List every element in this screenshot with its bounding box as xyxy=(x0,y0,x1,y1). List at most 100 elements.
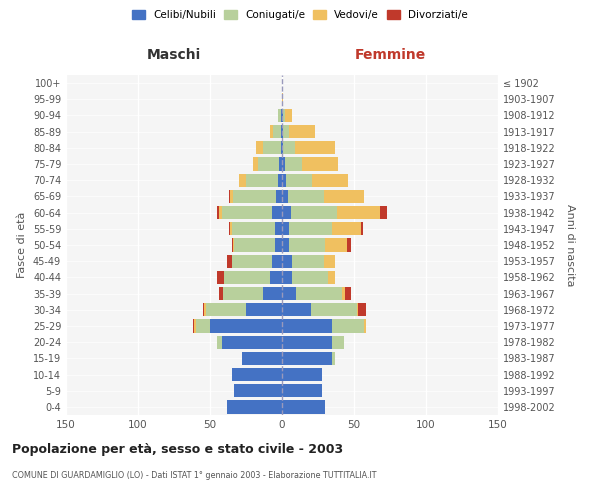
Bar xyxy=(289,222,332,235)
Bar xyxy=(275,222,282,235)
Y-axis label: Anni di nascita: Anni di nascita xyxy=(565,204,575,286)
Bar xyxy=(279,158,282,170)
Bar xyxy=(272,206,282,220)
Bar xyxy=(312,174,348,187)
Bar xyxy=(257,158,279,170)
Bar xyxy=(229,222,230,235)
Bar xyxy=(233,238,235,252)
Bar xyxy=(282,125,283,138)
Bar xyxy=(282,254,292,268)
Bar xyxy=(328,270,335,284)
Bar xyxy=(246,174,278,187)
Bar xyxy=(278,109,281,122)
Bar xyxy=(246,303,282,316)
Bar xyxy=(230,222,232,235)
Bar xyxy=(380,206,387,220)
Bar xyxy=(296,287,343,300)
Bar xyxy=(196,320,210,332)
Bar xyxy=(282,287,296,300)
Bar xyxy=(256,141,263,154)
Bar xyxy=(347,238,351,252)
Bar xyxy=(324,190,364,203)
Bar xyxy=(324,254,335,268)
Bar xyxy=(218,287,223,300)
Bar xyxy=(289,238,325,252)
Bar xyxy=(282,222,289,235)
Text: Maschi: Maschi xyxy=(147,48,201,62)
Bar xyxy=(278,174,282,187)
Bar xyxy=(332,222,361,235)
Bar xyxy=(229,190,230,203)
Bar xyxy=(193,320,194,332)
Bar xyxy=(276,190,282,203)
Bar xyxy=(282,190,288,203)
Bar xyxy=(332,352,335,365)
Bar xyxy=(337,206,380,220)
Text: Femmine: Femmine xyxy=(355,48,425,62)
Bar xyxy=(282,158,285,170)
Bar xyxy=(282,92,283,106)
Legend: Celibi/Nubili, Coniugati/e, Vedovi/e, Divorziati/e: Celibi/Nubili, Coniugati/e, Vedovi/e, Di… xyxy=(130,8,470,22)
Bar xyxy=(282,320,332,332)
Bar xyxy=(232,238,233,252)
Bar xyxy=(325,238,347,252)
Bar xyxy=(217,206,218,220)
Bar xyxy=(286,174,312,187)
Bar xyxy=(343,287,346,300)
Bar xyxy=(232,254,272,268)
Bar xyxy=(295,141,335,154)
Bar xyxy=(282,303,311,316)
Bar xyxy=(235,238,275,252)
Bar xyxy=(227,400,282,413)
Bar xyxy=(203,303,204,316)
Bar xyxy=(210,320,282,332)
Bar xyxy=(346,287,351,300)
Bar xyxy=(282,400,325,413)
Y-axis label: Fasce di età: Fasce di età xyxy=(17,212,27,278)
Bar xyxy=(223,287,263,300)
Bar xyxy=(217,336,221,349)
Bar xyxy=(285,158,302,170)
Bar xyxy=(282,352,332,365)
Bar xyxy=(282,141,283,154)
Bar xyxy=(227,254,232,268)
Bar xyxy=(271,270,282,284)
Bar xyxy=(217,270,224,284)
Bar xyxy=(283,141,295,154)
Bar xyxy=(263,141,281,154)
Bar xyxy=(221,336,282,349)
Bar xyxy=(283,125,289,138)
Bar xyxy=(224,270,271,284)
Bar xyxy=(282,206,290,220)
Bar xyxy=(221,206,272,220)
Bar xyxy=(282,238,289,252)
Bar xyxy=(218,206,221,220)
Bar xyxy=(204,303,206,316)
Bar xyxy=(230,190,233,203)
Bar xyxy=(239,174,246,187)
Bar xyxy=(364,320,365,332)
Bar xyxy=(282,109,283,122)
Bar xyxy=(206,303,246,316)
Bar xyxy=(281,125,282,138)
Bar xyxy=(274,125,281,138)
Bar xyxy=(292,254,324,268)
Bar xyxy=(281,109,282,122)
Text: COMUNE DI GUARDAMIGLIO (LO) - Dati ISTAT 1° gennaio 2003 - Elaborazione TUTTITAL: COMUNE DI GUARDAMIGLIO (LO) - Dati ISTAT… xyxy=(12,471,377,480)
Bar xyxy=(285,109,292,122)
Bar xyxy=(233,190,276,203)
Bar xyxy=(357,303,358,316)
Bar xyxy=(290,206,337,220)
Bar xyxy=(263,287,282,300)
Bar xyxy=(282,270,292,284)
Bar xyxy=(332,336,344,349)
Bar xyxy=(281,141,282,154)
Bar xyxy=(361,222,362,235)
Bar xyxy=(282,384,322,398)
Bar xyxy=(232,222,275,235)
Bar xyxy=(235,384,282,398)
Bar xyxy=(289,125,315,138)
Text: Popolazione per età, sesso e stato civile - 2003: Popolazione per età, sesso e stato civil… xyxy=(12,442,343,456)
Bar xyxy=(288,190,324,203)
Bar xyxy=(311,303,357,316)
